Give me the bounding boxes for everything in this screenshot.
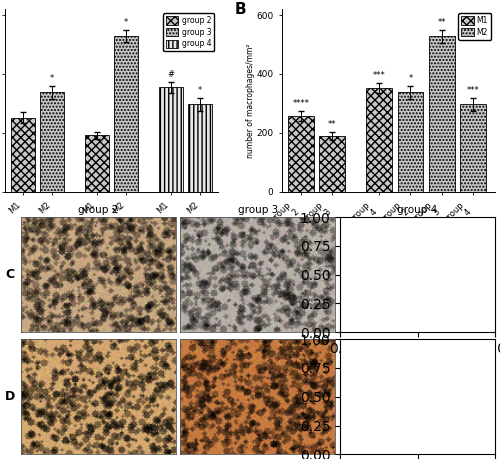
Text: *: * [198,85,202,95]
Title: group 4: group 4 [398,205,438,215]
Bar [114,36,138,192]
Bar [84,135,109,192]
Text: #: # [167,70,174,79]
Bar [40,92,64,192]
Title: group 3: group 3 [238,205,278,215]
Text: *: * [408,74,412,83]
Text: *: * [124,18,128,28]
Text: D: D [6,390,16,403]
Text: *: * [50,74,54,83]
Text: C: C [6,268,15,281]
Text: ***: *** [466,85,479,95]
Text: ***: *** [372,71,386,80]
Bar [158,87,183,192]
Bar [319,136,345,192]
Text: B: B [235,2,246,17]
Legend: group 2, group 3, group 4: group 2, group 3, group 4 [163,13,214,51]
Text: **: ** [438,18,446,27]
Bar [429,36,454,192]
Bar [288,116,314,192]
Text: ****: **** [292,99,310,107]
Bar [10,118,35,192]
Title: group 2: group 2 [78,205,118,215]
Legend: M1, M2: M1, M2 [458,13,491,40]
Bar [460,104,486,192]
Y-axis label: number of macrophages/mm²: number of macrophages/mm² [246,43,255,158]
Bar [188,104,212,192]
Bar [398,92,423,192]
Bar [366,88,392,192]
Text: **: ** [328,120,336,129]
